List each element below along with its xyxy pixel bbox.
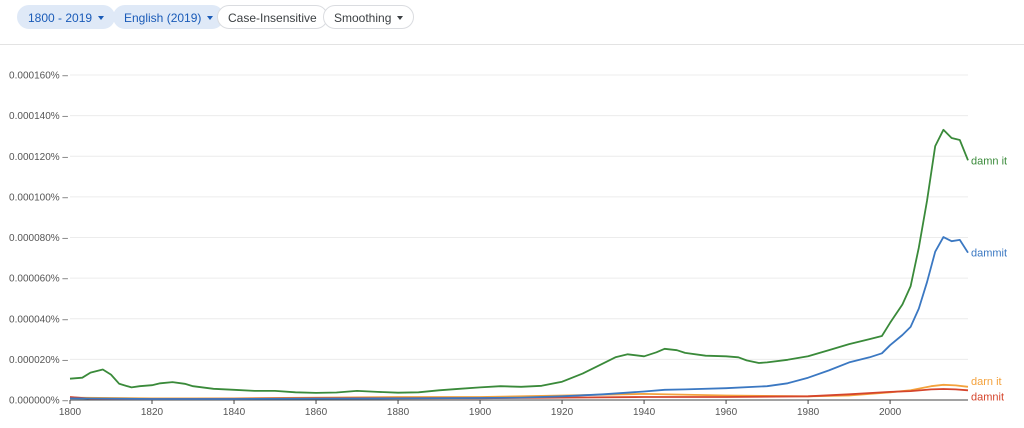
year-range-label: 1800 - 2019 — [28, 11, 93, 25]
chevron-down-icon — [207, 15, 214, 20]
chevron-down-icon — [98, 15, 105, 20]
chart-series — [69, 128, 969, 400]
y-tick-label: 0.000140% – — [9, 111, 68, 122]
x-tick-label: 1820 — [141, 407, 164, 418]
y-axis: 0.000000% – 0.000020% – 0.000040% – 0.00006… — [9, 71, 68, 407]
x-axis: 1800 1820 1840 1860 1880 1900 1920 1940 1960 1980… — [59, 399, 968, 418]
series-label-damnit: damnit — [971, 391, 1004, 403]
smoothing-dropdown[interactable]: Smoothing — [323, 5, 415, 29]
series-label-darn-it: darn it — [971, 376, 1002, 388]
chart-grid — [70, 74, 968, 360]
y-tick-label: 0.000040% – — [9, 314, 68, 325]
x-tick-label: 2000 — [879, 407, 902, 418]
x-tick-label: 1960 — [715, 407, 738, 418]
x-tick-label: 1860 — [305, 407, 328, 418]
smoothing-label: Smoothing — [334, 11, 392, 25]
series-line-damn-it — [69, 128, 969, 394]
y-tick-label: 0.000160% – — [9, 71, 68, 82]
query-toolbar: 1800 - 2019 English (2019) Case-Insensit… — [0, 0, 1024, 45]
y-tick-label: 0.000120% – — [9, 152, 68, 163]
ngram-chart: 0.000000% – 0.000020% – 0.000040% – 0.00006… — [9, 71, 1007, 419]
x-tick-label: 1940 — [633, 407, 656, 418]
series-label-dammit: dammit — [971, 248, 1007, 260]
corpus-dropdown[interactable]: English (2019) — [113, 5, 225, 29]
y-tick-label: 0.000060% – — [9, 274, 68, 285]
y-tick-label: 0.000080% – — [9, 233, 68, 244]
y-tick-label: 0.000000% – — [9, 396, 68, 407]
x-tick-label: 1880 — [387, 407, 410, 418]
y-tick-label: 0.000020% – — [9, 355, 68, 366]
x-tick-label: 1800 — [59, 407, 82, 418]
chevron-down-icon — [397, 15, 404, 20]
series-line-dammit — [69, 236, 969, 400]
series-labels: damn it dammit darn it damnit — [971, 155, 1007, 403]
x-tick-label: 1840 — [223, 407, 246, 418]
year-range-dropdown[interactable]: 1800 - 2019 — [17, 5, 116, 29]
case-insensitive-toggle[interactable]: Case-Insensitive — [217, 5, 328, 29]
x-tick-label: 1900 — [469, 407, 492, 418]
case-insensitive-label: Case-Insensitive — [228, 11, 317, 25]
x-tick-label: 1920 — [551, 407, 574, 418]
y-tick-label: 0.000100% – — [9, 192, 68, 203]
series-label-damn-it: damn it — [971, 155, 1007, 167]
x-tick-label: 1980 — [797, 407, 820, 418]
corpus-label: English (2019) — [124, 11, 202, 25]
